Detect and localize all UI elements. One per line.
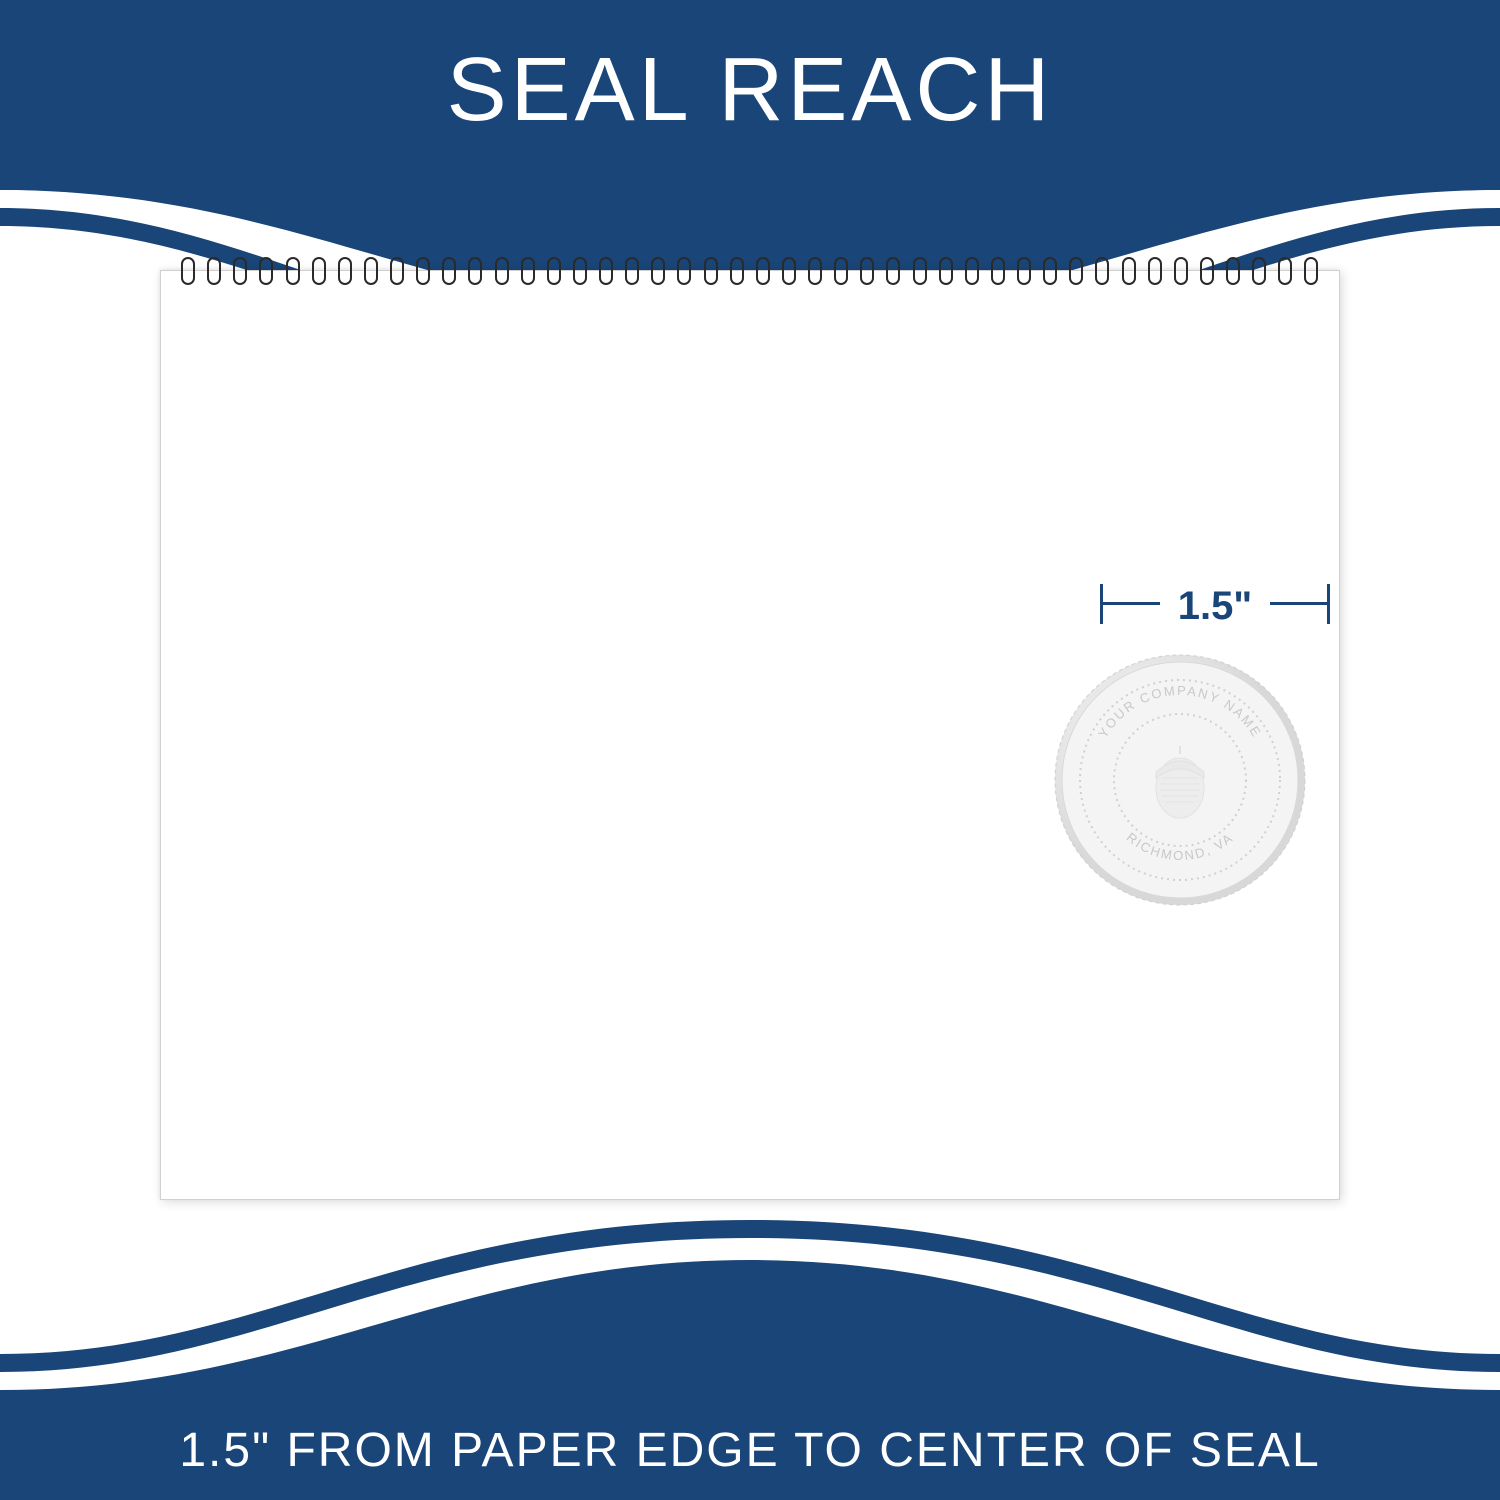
spiral-ring	[1200, 257, 1214, 285]
spiral-ring	[547, 257, 561, 285]
spiral-ring	[1252, 257, 1266, 285]
measurement-indicator: 1.5"	[1100, 580, 1330, 630]
spiral-ring	[573, 257, 587, 285]
header-title: SEAL REACH	[447, 39, 1054, 142]
spiral-ring	[259, 257, 273, 285]
spiral-ring	[1122, 257, 1136, 285]
spiral-ring	[1226, 257, 1240, 285]
spiral-ring	[338, 257, 352, 285]
spiral-ring	[1174, 257, 1188, 285]
spiral-ring	[965, 257, 979, 285]
spiral-ring	[651, 257, 665, 285]
spiral-ring	[468, 257, 482, 285]
spiral-ring	[625, 257, 639, 285]
spiral-ring	[756, 257, 770, 285]
spiral-ring	[939, 257, 953, 285]
spiral-ring	[364, 257, 378, 285]
spiral-ring	[181, 257, 195, 285]
measure-line-left	[1100, 602, 1160, 605]
spiral-ring	[286, 257, 300, 285]
spiral-ring	[834, 257, 848, 285]
spiral-ring	[207, 257, 221, 285]
spiral-ring	[1069, 257, 1083, 285]
embossed-seal: YOUR COMPANY NAME RICHMOND, VA	[1050, 650, 1310, 910]
spiral-ring	[1017, 257, 1031, 285]
spiral-ring	[442, 257, 456, 285]
spiral-ring	[677, 257, 691, 285]
spiral-binding	[181, 257, 1319, 285]
spiral-ring	[495, 257, 509, 285]
spiral-ring	[1043, 257, 1057, 285]
spiral-ring	[782, 257, 796, 285]
spiral-ring	[1148, 257, 1162, 285]
spiral-ring	[1304, 257, 1318, 285]
spiral-ring	[808, 257, 822, 285]
measure-cap-right	[1327, 584, 1330, 624]
spiral-ring	[704, 257, 718, 285]
spiral-ring	[521, 257, 535, 285]
spiral-ring	[390, 257, 404, 285]
spiral-ring	[1278, 257, 1292, 285]
header-bar: SEAL REACH	[0, 0, 1500, 180]
footer-text: 1.5" FROM PAPER EDGE TO CENTER OF SEAL	[179, 1423, 1320, 1478]
spiral-ring	[1095, 257, 1109, 285]
spiral-ring	[886, 257, 900, 285]
footer-bar: 1.5" FROM PAPER EDGE TO CENTER OF SEAL	[0, 1400, 1500, 1500]
spiral-ring	[599, 257, 613, 285]
spiral-ring	[860, 257, 874, 285]
measure-label: 1.5"	[1170, 584, 1260, 629]
footer-wave-decoration	[0, 1220, 1500, 1400]
spiral-ring	[913, 257, 927, 285]
measure-line-right	[1270, 602, 1330, 605]
spiral-ring	[416, 257, 430, 285]
spiral-ring	[233, 257, 247, 285]
spiral-ring	[730, 257, 744, 285]
spiral-ring	[991, 257, 1005, 285]
spiral-ring	[312, 257, 326, 285]
